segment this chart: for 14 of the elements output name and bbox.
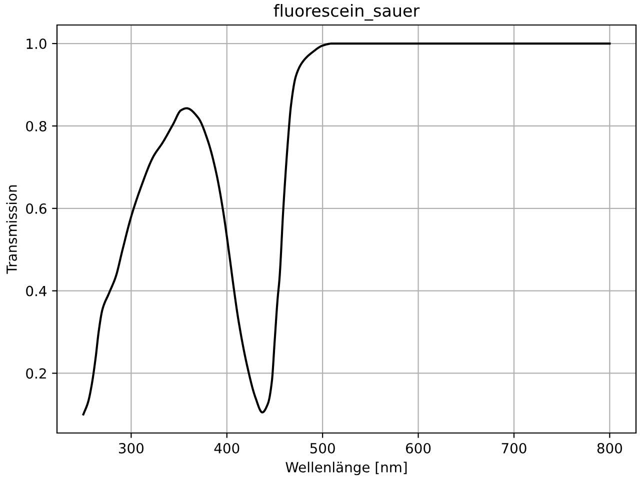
x-tick-label: 800: [597, 442, 622, 454]
x-tick-label: 600: [406, 442, 431, 454]
y-tick-label: 0.2: [26, 368, 46, 379]
y-tick-label: 0.4: [26, 286, 46, 296]
chart-title: fluorescein_sauer: [274, 4, 420, 21]
x-tick-label: 500: [310, 442, 335, 454]
x-tick-label: 700: [502, 442, 526, 454]
x-axis-title: Wellenlänge [nm]: [286, 462, 407, 476]
y-tick-label: 0.6: [26, 203, 46, 214]
y-tick-label: 0.8: [26, 120, 46, 132]
x-tick-label: 300: [118, 442, 144, 454]
y-axis-title: Transmission: [6, 185, 17, 274]
y-tick-label: 1.0: [26, 38, 46, 50]
x-tick-label: 400: [214, 442, 240, 454]
